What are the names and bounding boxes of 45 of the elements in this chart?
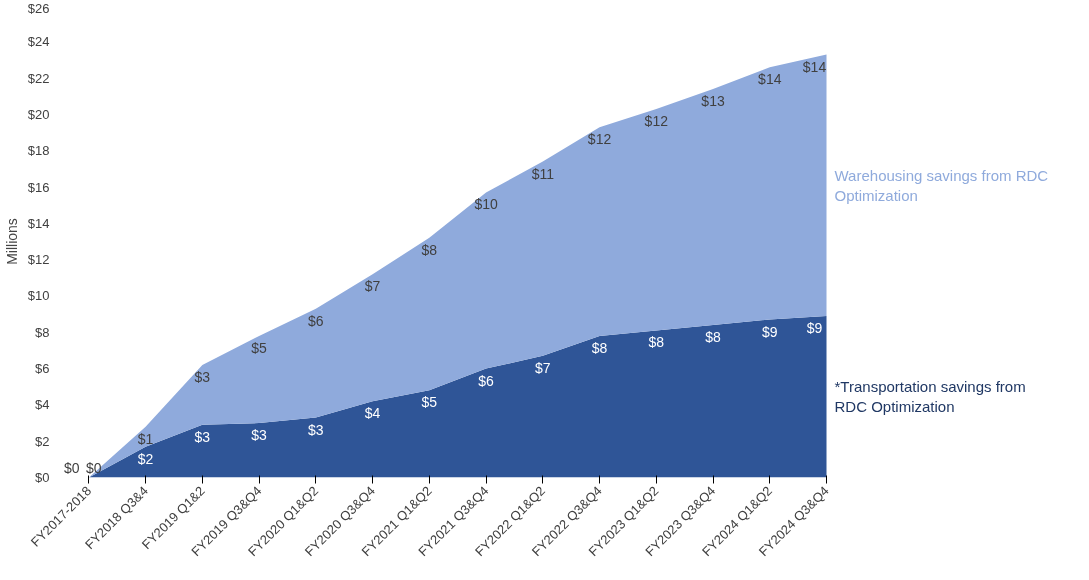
data-label: $13 xyxy=(701,93,725,110)
data-label: $8 xyxy=(648,334,665,351)
data-label: $0 xyxy=(86,459,102,476)
y-tick-label: $16 xyxy=(27,179,50,195)
data-label: $7 xyxy=(364,278,381,295)
series-label: *Transportation savings from RDC Optimization xyxy=(834,378,1026,416)
y-tick-label: $26 xyxy=(27,0,50,16)
data-label: $14 xyxy=(758,71,782,88)
data-label: $6 xyxy=(478,372,495,389)
y-tick-label: $14 xyxy=(27,215,50,231)
data-label: $2 xyxy=(137,450,154,467)
data-label: $11 xyxy=(531,165,555,182)
y-tick-label: $20 xyxy=(27,106,50,122)
data-label: $3 xyxy=(194,428,211,445)
data-label: $10 xyxy=(474,196,498,213)
y-tick-label: $12 xyxy=(27,252,50,268)
y-tick-label: $0 xyxy=(35,470,50,485)
data-label: $1 xyxy=(137,430,154,447)
data-label: $9 xyxy=(806,319,823,336)
data-label: $9 xyxy=(761,323,778,340)
data-label: $3 xyxy=(251,427,268,444)
y-tick-label: $18 xyxy=(27,143,50,159)
y-tick-label: $4 xyxy=(35,397,50,413)
data-label: $12 xyxy=(644,112,669,129)
y-axis-title: Millions xyxy=(3,218,20,265)
y-tick-label: $22 xyxy=(27,70,50,86)
data-label: $3 xyxy=(308,421,324,438)
series-label: Warehousing savings from RDC Optimization xyxy=(834,166,1049,204)
data-label: $3 xyxy=(194,368,211,385)
data-label: $6 xyxy=(308,312,324,329)
data-label: $0 xyxy=(64,459,80,476)
y-tick-label: $24 xyxy=(27,34,50,50)
y-tick-label: $10 xyxy=(27,288,50,304)
y-tick-label: $8 xyxy=(35,324,50,340)
data-label: $5 xyxy=(421,394,438,411)
data-label: $7 xyxy=(535,359,551,376)
data-label: $5 xyxy=(251,339,268,356)
data-label: $12 xyxy=(587,131,612,148)
data-label: $8 xyxy=(421,241,438,258)
data-label: $8 xyxy=(591,339,608,356)
y-tick-label: $6 xyxy=(35,361,50,377)
data-label: $8 xyxy=(705,329,722,346)
y-tick-label: $2 xyxy=(35,433,50,449)
data-label: $14 xyxy=(802,58,827,75)
data-label: $4 xyxy=(364,405,381,422)
